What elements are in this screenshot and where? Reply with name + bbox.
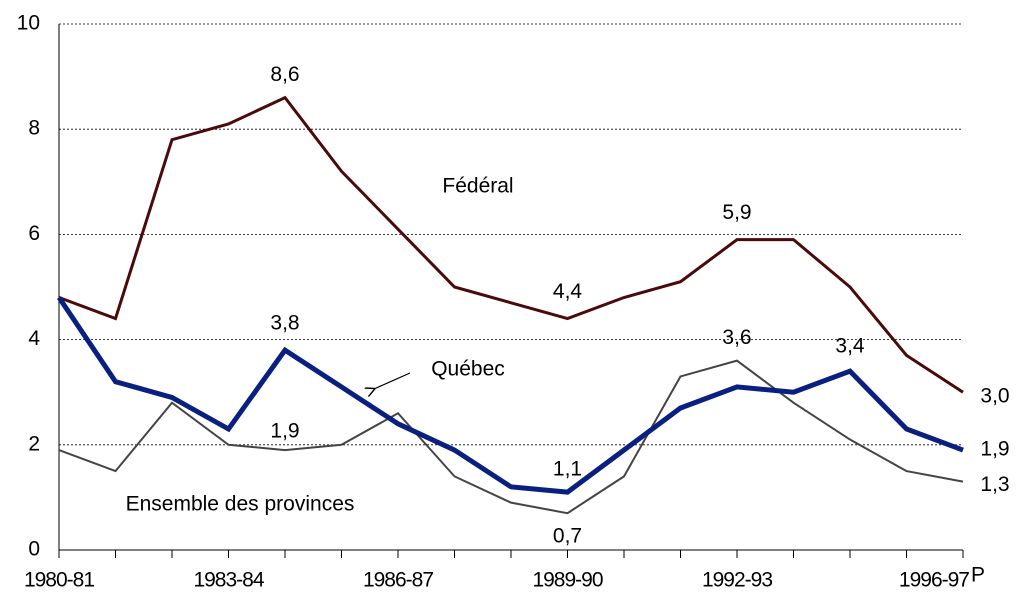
- x-tick-label: 1996-97: [899, 569, 969, 592]
- data-label: 1,9: [980, 438, 1009, 461]
- data-label: 3,4: [835, 335, 865, 358]
- series-label: Ensemble des provinces: [126, 493, 355, 516]
- data-label: 3,8: [270, 312, 299, 335]
- x-tick-label: 1983-84: [193, 569, 264, 592]
- data-label: 1,1: [553, 458, 582, 481]
- series-label: Fédéral: [442, 175, 513, 198]
- series-line: [58, 359, 964, 515]
- y-tick-label: 0: [28, 538, 40, 561]
- data-label: 1,3: [980, 473, 1009, 496]
- data-label: 5,9: [722, 201, 751, 224]
- y-tick-label: 6: [28, 222, 40, 245]
- series-line: [58, 95, 964, 394]
- y-tick-label: 4: [28, 327, 40, 350]
- x-tick-label: 1980-81: [24, 569, 94, 592]
- arrow: [374, 372, 411, 389]
- data-label: 4,4: [553, 280, 583, 303]
- x-tick-label: 1989-90: [532, 569, 602, 592]
- data-label: 3,0: [980, 385, 1009, 408]
- x-tick-label: 1986-87: [363, 569, 433, 592]
- data-label: 3,6: [722, 326, 751, 349]
- y-tick-label: 8: [28, 117, 40, 140]
- data-label: 1,9: [270, 420, 299, 443]
- y-tick-label: 2: [28, 432, 40, 455]
- data-label: 0,7: [553, 525, 582, 548]
- x-tick-label: 1992-93: [702, 569, 772, 592]
- data-label: 8,6: [270, 63, 299, 86]
- y-tick-label: 10: [17, 12, 40, 35]
- x-tick-superscript: P: [971, 564, 985, 587]
- series-label: Québec: [431, 358, 505, 381]
- series-line: [56, 296, 964, 495]
